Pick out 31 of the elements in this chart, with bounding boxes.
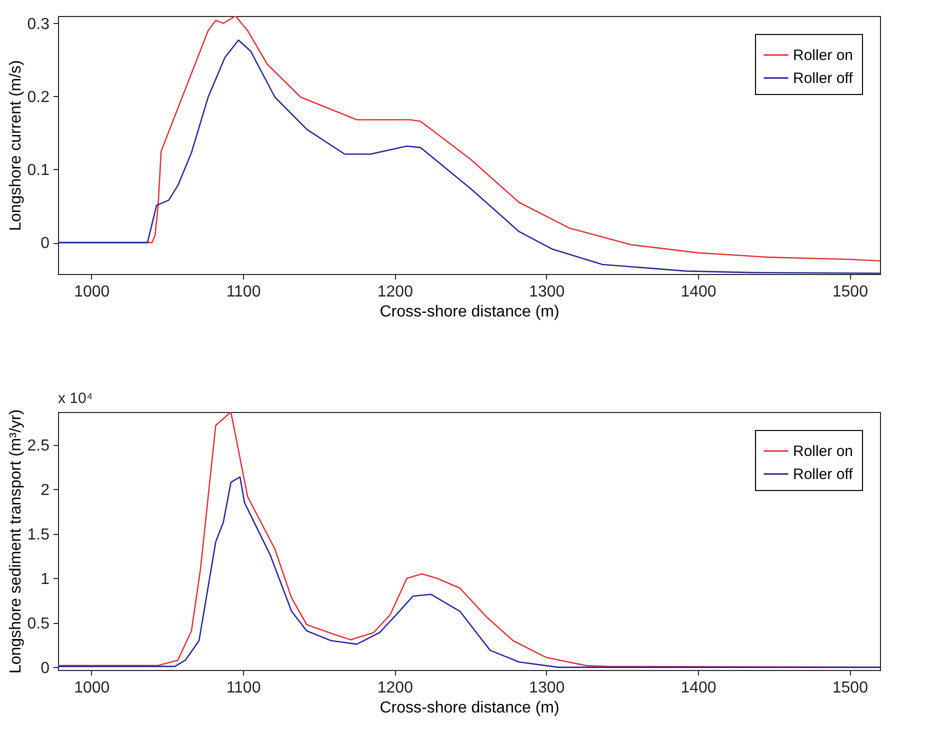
y-tick-label: 1: [40, 570, 50, 588]
x-axis-title: Cross-shore distance (m): [380, 304, 560, 320]
x-tick-label: 1500: [832, 680, 868, 696]
x-tick-label: 1400: [680, 680, 716, 696]
y-axis-title: Longshore current (m/s): [7, 60, 24, 231]
y-tick-label: 0: [40, 235, 50, 252]
x-tick-label: 1000: [74, 284, 110, 300]
y-tick-label: 0.2: [27, 88, 50, 106]
y-tick-label: 0.1: [27, 162, 50, 179]
y-axis-title: Longshore sediment transport (m³/yr): [7, 409, 24, 674]
x-tick-label: 1300: [529, 284, 565, 300]
y-tick-label: 2: [40, 482, 50, 499]
y-tick-label: 1.5: [27, 526, 50, 544]
legend-label: Roller on: [793, 47, 854, 64]
text: x 10⁴: [58, 390, 93, 407]
y-tick-label: 2.5: [27, 437, 50, 454]
legend-label: Roller off: [793, 70, 854, 87]
y-tick-label: 0.3: [27, 16, 50, 33]
y-tick-label: 0: [40, 660, 50, 677]
x-tick-label: 1400: [680, 284, 716, 300]
x-tick-label: 1100: [226, 284, 261, 300]
y-tick-label: 0.5: [27, 615, 50, 632]
x-tick-label: 1300: [529, 680, 565, 696]
legend-label: Roller off: [793, 466, 854, 483]
x-axis-title: Cross-shore distance (m): [380, 700, 560, 716]
legend-label: Roller on: [793, 443, 854, 460]
x-tick-label: 1200: [377, 680, 414, 696]
x-tick-label: 1100: [226, 680, 261, 696]
x-tick-label: 1000: [74, 680, 110, 696]
x-tick-label: 1200: [377, 284, 414, 300]
x-tick-label: 1500: [832, 284, 868, 300]
